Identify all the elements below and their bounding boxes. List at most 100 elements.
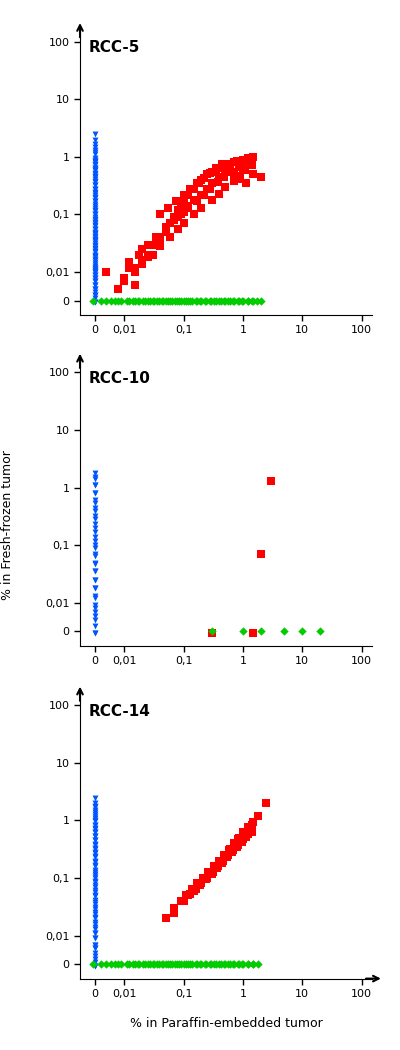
- Point: [92, 947, 98, 964]
- Point: [157, 232, 163, 249]
- Point: [157, 238, 163, 255]
- Point: [216, 853, 222, 869]
- Point: [92, 874, 98, 890]
- Point: [180, 892, 187, 909]
- Point: [92, 524, 98, 541]
- Point: [209, 191, 215, 208]
- Point: [92, 156, 98, 173]
- Point: [237, 167, 243, 184]
- Point: [255, 956, 261, 972]
- Point: [197, 877, 203, 894]
- Point: [92, 222, 98, 238]
- Point: [92, 181, 98, 197]
- Point: [244, 292, 251, 309]
- Point: [92, 625, 98, 642]
- Point: [281, 623, 288, 639]
- Point: [231, 292, 238, 309]
- Point: [126, 956, 132, 972]
- Point: [140, 292, 146, 309]
- Point: [234, 838, 240, 855]
- Point: [187, 886, 194, 903]
- Point: [92, 528, 98, 545]
- Point: [192, 292, 199, 309]
- Point: [169, 956, 176, 972]
- Point: [213, 292, 219, 309]
- Point: [194, 193, 200, 210]
- Point: [92, 807, 98, 824]
- Point: [136, 292, 142, 309]
- Point: [92, 910, 98, 927]
- Point: [209, 174, 215, 191]
- Point: [92, 617, 98, 634]
- Point: [136, 247, 142, 264]
- Point: [189, 292, 196, 309]
- Point: [234, 152, 240, 169]
- Point: [92, 284, 98, 300]
- Point: [219, 855, 226, 872]
- Point: [108, 956, 114, 972]
- Point: [92, 165, 98, 182]
- Point: [154, 956, 160, 972]
- Point: [244, 956, 251, 972]
- Point: [130, 292, 136, 309]
- Point: [151, 956, 157, 972]
- Point: [149, 292, 156, 309]
- Point: [178, 206, 184, 223]
- Point: [222, 846, 228, 863]
- Point: [92, 882, 98, 899]
- Point: [92, 206, 98, 223]
- Point: [92, 925, 98, 942]
- Point: [238, 834, 245, 851]
- Point: [201, 869, 207, 886]
- Point: [145, 247, 151, 264]
- Point: [92, 803, 98, 820]
- Point: [234, 292, 241, 309]
- Point: [92, 484, 98, 501]
- Point: [167, 956, 174, 972]
- Point: [191, 206, 197, 223]
- Point: [92, 894, 98, 910]
- Point: [92, 131, 98, 148]
- Point: [92, 802, 98, 819]
- Point: [92, 206, 98, 223]
- Point: [197, 956, 203, 972]
- Point: [92, 916, 98, 932]
- Point: [203, 956, 209, 972]
- Point: [209, 164, 215, 181]
- Point: [92, 863, 98, 880]
- Point: [92, 212, 98, 229]
- Point: [172, 292, 178, 309]
- Text: % in Paraffin-embedded tumor: % in Paraffin-embedded tumor: [130, 1017, 322, 1030]
- Point: [230, 292, 236, 309]
- Point: [92, 500, 98, 517]
- Point: [135, 292, 141, 309]
- Point: [250, 956, 256, 972]
- Point: [92, 873, 98, 889]
- Point: [242, 153, 248, 170]
- Point: [92, 832, 98, 848]
- Point: [163, 956, 169, 972]
- Point: [92, 588, 98, 605]
- Point: [244, 821, 251, 838]
- Point: [258, 623, 264, 639]
- Point: [225, 292, 232, 309]
- Point: [92, 257, 98, 274]
- Point: [217, 956, 224, 972]
- Point: [92, 176, 98, 193]
- Point: [92, 845, 98, 862]
- Point: [92, 858, 98, 875]
- Point: [126, 253, 132, 270]
- Point: [173, 193, 179, 210]
- Point: [92, 464, 98, 481]
- Point: [92, 267, 98, 284]
- Point: [132, 276, 138, 293]
- Point: [92, 469, 98, 486]
- Point: [230, 841, 236, 858]
- Point: [92, 877, 98, 894]
- Point: [185, 186, 192, 203]
- Point: [211, 956, 218, 972]
- Point: [92, 827, 98, 844]
- Point: [234, 836, 241, 853]
- Point: [230, 836, 237, 853]
- Point: [92, 226, 98, 243]
